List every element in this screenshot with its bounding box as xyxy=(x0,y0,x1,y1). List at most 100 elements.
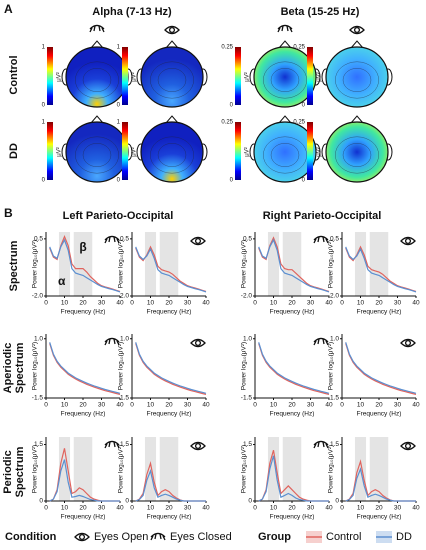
y-tick-label: 1.0 xyxy=(120,335,129,342)
eye-outline xyxy=(400,338,416,348)
x-tick-label: 20 xyxy=(165,402,173,409)
contour xyxy=(270,68,300,92)
y-axis-label: Power log₁₀(μV²) xyxy=(241,240,248,288)
y-tick-label: 0.5 xyxy=(243,236,252,243)
band-shade xyxy=(144,232,157,296)
contour xyxy=(263,136,307,174)
colorbar-unit: μV² xyxy=(317,147,323,156)
eye-lashes xyxy=(150,533,166,541)
x-tick-label: 20 xyxy=(79,402,87,409)
y-tick-label: -1.5 xyxy=(32,395,44,402)
x-tick-label: 20 xyxy=(79,300,87,307)
colorbar-tick-label: 1 xyxy=(42,45,46,51)
colorbar xyxy=(235,122,241,180)
legend-label: Control xyxy=(326,531,361,543)
eye-lashes xyxy=(313,441,329,449)
colorbar-tick-label: 0.25 xyxy=(221,120,233,126)
x-tick-label: 0 xyxy=(130,300,134,307)
row-label: Spectrum xyxy=(8,240,20,292)
eye-lashes xyxy=(89,25,105,33)
contour xyxy=(270,143,300,167)
legend-title: Group xyxy=(258,531,291,543)
x-tick-label: 20 xyxy=(375,505,383,512)
band-shade xyxy=(267,437,280,501)
colorbar xyxy=(307,122,313,180)
head-nose xyxy=(165,40,179,49)
x-tick-label: 40 xyxy=(116,505,124,512)
x-tick-label: 10 xyxy=(357,300,365,307)
eyes-open-icon xyxy=(164,25,180,35)
eye-lashes xyxy=(104,338,120,346)
colorbar-unit: μV² xyxy=(132,72,138,81)
colorbar xyxy=(47,122,53,180)
band-shade xyxy=(282,437,302,501)
eye-pupil xyxy=(78,533,86,541)
x-axis-label: Frequency (Hz) xyxy=(147,514,192,521)
contour xyxy=(82,143,112,167)
contour xyxy=(75,136,119,174)
y-axis-label: Power log₁₀(μV²) xyxy=(241,342,248,390)
eye-outline xyxy=(164,25,180,35)
series-line xyxy=(135,342,207,394)
x-tick-label: 10 xyxy=(270,505,278,512)
colorbar-tick-label: 1 xyxy=(117,45,121,51)
x-tick-label: 10 xyxy=(61,300,69,307)
contour xyxy=(342,143,372,167)
colorbar-tick-label: 0 xyxy=(42,178,46,184)
x-tick-label: 30 xyxy=(307,300,315,307)
head-nose xyxy=(90,115,104,124)
eyes-open-icon xyxy=(400,441,416,451)
y-tick-label: 0.5 xyxy=(120,236,129,243)
series-line xyxy=(258,342,330,394)
x-axis-label: Frequency (Hz) xyxy=(61,309,106,316)
contour xyxy=(335,136,379,174)
eyes-open-icon xyxy=(400,338,416,348)
row-label: Control xyxy=(8,55,20,95)
topomap xyxy=(140,121,204,183)
colorbar-unit: μV² xyxy=(132,147,138,156)
y-axis-label: Power log₁₀(μV²) xyxy=(32,342,39,390)
y-tick-label: 1.5 xyxy=(330,441,339,448)
head-nose xyxy=(350,40,364,49)
x-axis-label: Frequency (Hz) xyxy=(147,309,192,316)
x-tick-label: 0 xyxy=(44,505,48,512)
eye-lashes xyxy=(104,236,120,244)
x-tick-label: 30 xyxy=(307,402,315,409)
series-line xyxy=(345,343,417,395)
eyes-closed-icon xyxy=(313,337,329,346)
x-tick-label: 0 xyxy=(340,402,344,409)
x-tick-label: 0 xyxy=(130,402,134,409)
eye-pupil xyxy=(404,237,412,245)
x-tick-label: 30 xyxy=(184,402,192,409)
colorbar xyxy=(235,47,241,105)
x-tick-label: 0 xyxy=(130,505,134,512)
colorbar xyxy=(122,122,128,180)
colorbar-tick-label: 0.25 xyxy=(221,45,233,51)
y-tick-label: 1.5 xyxy=(34,441,43,448)
band-shade xyxy=(144,437,157,501)
eyes-closed-icon xyxy=(104,337,120,346)
colorbar-tick-label: 0.25 xyxy=(293,45,305,51)
colorbar-tick-label: 0 xyxy=(302,103,306,109)
x-tick-label: 40 xyxy=(412,300,420,307)
eyes-open-icon xyxy=(349,25,365,35)
x-tick-label: 40 xyxy=(325,505,333,512)
y-tick-label: 1.5 xyxy=(243,441,252,448)
x-tick-label: 40 xyxy=(325,300,333,307)
band-title: Beta (15-25 Hz) xyxy=(281,6,360,18)
y-tick-label: -1.5 xyxy=(241,395,253,402)
series-line xyxy=(49,342,121,394)
x-axis-label: Frequency (Hz) xyxy=(61,514,106,521)
y-tick-label: -1.5 xyxy=(328,395,340,402)
y-axis-label: Power log₁₀(μV²) xyxy=(328,445,335,493)
series-line xyxy=(345,466,416,502)
eye-lid xyxy=(313,337,329,343)
eye-pupil xyxy=(353,26,361,34)
annotation: α xyxy=(58,274,66,288)
colorbar xyxy=(307,47,313,105)
series-line xyxy=(345,245,417,292)
colorbar-tick-label: 0.25 xyxy=(293,120,305,126)
x-tick-label: 30 xyxy=(394,505,402,512)
band-shade xyxy=(58,232,71,296)
